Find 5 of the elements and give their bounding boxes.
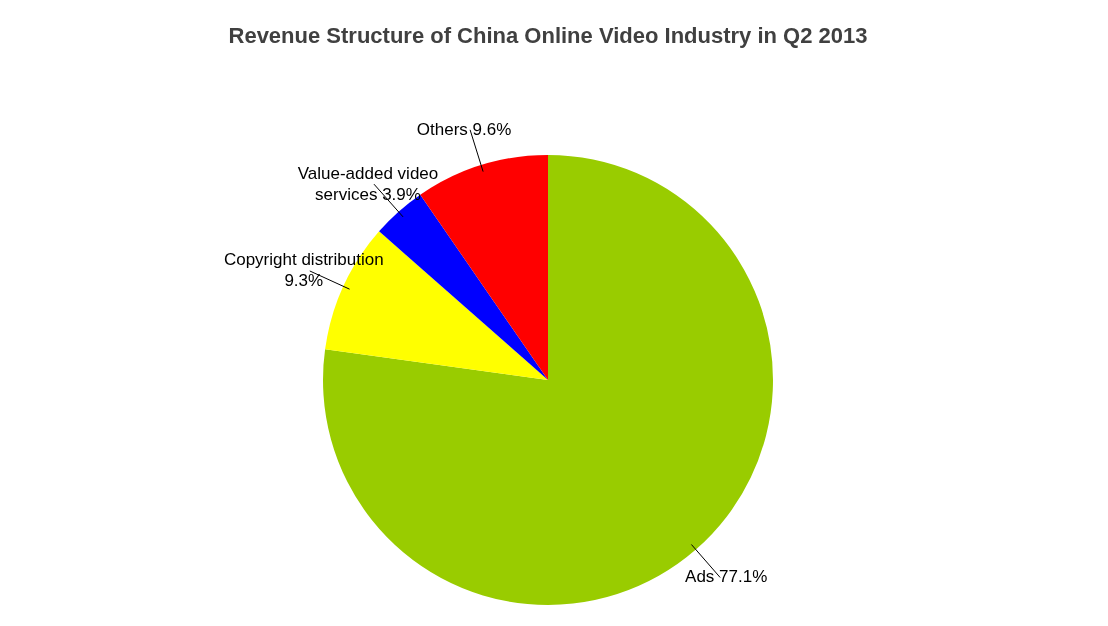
data-label: 9.3% xyxy=(284,271,324,291)
chart-title: Revenue Structure of China Online Video Industry in Q2 2013 xyxy=(228,23,868,48)
slice-label: Ads 77.1% xyxy=(685,567,768,587)
slice-label: Value-added video services 3.9% xyxy=(297,163,439,204)
slice-label: Others 9.6% xyxy=(416,119,512,139)
